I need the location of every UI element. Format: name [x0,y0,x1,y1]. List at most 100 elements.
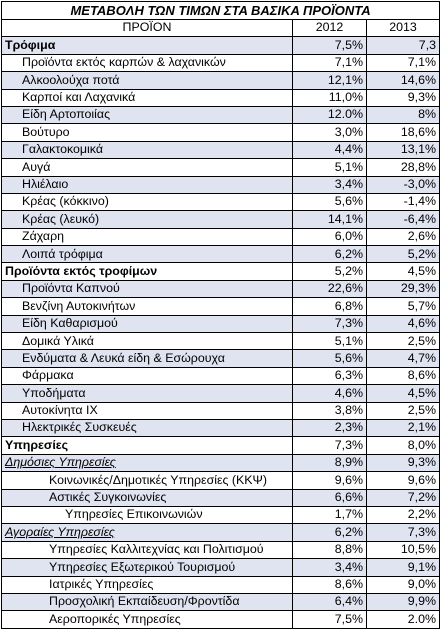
value-2013-cell: 9,0% [365,575,440,594]
value-2013-cell: 2.0% [365,610,440,629]
table-row: Λοιπά τρόφιμα 6,2% 5,2% [1,245,440,264]
table-row: Υπηρεσίες Επικοινωνιών 1,7% 2,2% [1,505,440,525]
value-2013-cell: 2,5% [365,332,440,351]
table-row: Αλκοολούχα ποτά 12,1% 14,6% [1,71,440,90]
product-column-header: ΠΡΟΪΟΝ [1,18,293,38]
table-row: Είδη Καθαρισμού 7,3% 4,6% [1,314,440,334]
product-name-cell: Βούτυρο [1,123,293,142]
product-name-cell: Φάρμακα [1,366,293,386]
subcategory-row: Δημόσιες Υπηρεσίες 8,9% 9,3% [1,453,440,473]
value-2013-cell: 7,3 [365,36,440,55]
value-2013-cell: 4,6% [365,314,440,334]
value-2013-cell: 13,1% [365,140,440,160]
category-row: Προϊόντα εκτός τροφίμων 5,2% 4,5% [1,262,440,281]
value-2013-cell: 8,6% [365,366,440,386]
value-2012-cell: 12,1% [292,71,367,90]
product-name-cell: Δομικά Υλικά [1,332,293,351]
product-name-cell: Προϊόντα εκτός καρπών & λαχανικών [1,53,293,73]
value-2012-cell: 5,1% [292,332,367,351]
value-2013-cell: 10,5% [365,540,440,560]
table-row: Βενζίνη Αυτοκινήτων 6,8% 5,7% [1,297,440,316]
table-row: Ιατρικές Υπηρεσίες 8,6% 9,0% [1,575,440,594]
table-row: Κρέας (κόκκινο) 5,6% -1,4% [1,192,440,212]
product-name-cell: Δημόσιες Υπηρεσίες [1,453,293,473]
value-2013-cell: 18,6% [365,123,440,142]
value-2013-cell: 29,3% [365,279,440,299]
value-2012-cell: 8,6% [292,575,367,594]
value-2013-cell: -6,4% [365,210,440,229]
value-2013-cell: 5,2% [365,245,440,264]
value-2013-cell: 4,7% [365,349,440,368]
value-2012-cell: 4,6% [292,384,367,403]
product-name-cell: Ηλιέλαιο [1,175,293,194]
product-name-cell: Είδη Αρτοποιίας [1,105,293,125]
category-row: Υπηρεσίες 7,3% 8,0% [1,436,440,455]
value-2013-cell: 2,1% [365,418,440,438]
value-2013-cell: 7,2% [365,488,440,507]
title-row: ΜΕΤΑΒΟΛΗ ΤΩΝ ΤΙΜΩΝ ΣΤΑ ΒΑΣΙΚΑ ΠΡΟΪΟΝΤΑ [0,1,440,20]
table-row: Κοινωνικές/Δημοτικές Υπηρεσίες (ΚΚΨ) 9,6%… [1,471,440,490]
product-name-cell: Αγοραίες Υπηρεσίες [1,523,293,542]
value-2012-cell: 7,5% [292,36,367,55]
value-2012-cell: 11,0% [292,88,367,107]
value-2013-cell: 14,6% [365,71,440,90]
table-row: Αεροπορικές Υπηρεσίες 7,5% 2.0% [1,610,440,629]
value-2012-cell: 6,2% [292,523,367,542]
table-row: Ενδύματα & Λευκά είδη & Εσώρουχα 5,6% 4,7% [1,349,440,368]
table-row: Ηλιέλαιο 3,4% -3,0% [1,175,440,194]
value-2012-cell: 4,4% [292,140,367,160]
year-2012-column-header: 2012 [292,18,367,38]
product-name-cell: Ιατρικές Υπηρεσίες [1,575,293,594]
product-name-cell: Αεροπορικές Υπηρεσίες [1,610,293,629]
value-2012-cell: 3,4% [292,558,367,577]
value-2012-cell: 3,0% [292,123,367,142]
product-name-cell: Λοιπά τρόφιμα [1,245,293,264]
table-row: Δομικά Υλικά 5,1% 2,5% [1,332,440,351]
table-row: Αυγά 5,1% 28,8% [1,158,440,177]
value-2012-cell: 8,8% [292,540,367,560]
value-2013-cell: 9,1% [365,558,440,577]
table-row: Προσχολική Εκπαίδευση/Φροντίδα 6,4% 9,9% [1,592,440,612]
table-row: Βούτυρο 3,0% 18,6% [1,123,440,142]
table-row: Αστικές Συγκοινωνίες 6,6% 7,2% [1,488,440,507]
value-2012-cell: 2,3% [292,418,367,438]
value-2012-cell: 7,3% [292,436,367,455]
value-2012-cell: 22,6% [292,279,367,299]
value-2013-cell: 2,5% [365,401,440,420]
product-name-cell: Υποδήματα [1,384,293,403]
table-row: Προϊόντα Καπνού 22,6% 29,3% [1,279,440,299]
table-row: Υπηρεσίες Καλλιτεχνίας και Πολιτισμού 8,8… [1,540,440,560]
table-row: Ηλεκτρικές Συσκευές 2,3% 2,1% [1,418,440,438]
value-2012-cell: 5,6% [292,192,367,212]
value-2012-cell: 3,4% [292,175,367,194]
product-name-cell: Προϊόντα εκτός τροφίμων [1,262,293,281]
value-2012-cell: 6,4% [292,592,367,612]
value-2013-cell: 5,7% [365,297,440,316]
value-2013-cell: 4,5% [365,384,440,403]
year-2013-column-header: 2013 [365,18,440,38]
value-2012-cell: 14,1% [292,210,367,229]
product-name-cell: Τρόφιμα [1,36,293,55]
product-name-cell: Υπηρεσίες Καλλιτεχνίας και Πολιτισμού [1,540,293,560]
table-title: ΜΕΤΑΒΟΛΗ ΤΩΝ ΤΙΜΩΝ ΣΤΑ ΒΑΣΙΚΑ ΠΡΟΪΟΝΤΑ [0,1,440,20]
value-2012-cell: 6,8% [292,297,367,316]
header-row: ΠΡΟΪΟΝ 2012 2013 [1,18,440,38]
value-2013-cell: 8% [365,105,440,125]
value-2013-cell: 4,5% [365,262,440,281]
table-row: Αυτοκίνητα ΙΧ 3,8% 2,5% [1,401,440,420]
product-name-cell: Υπηρεσίες Επικοινωνιών [1,505,293,525]
product-name-cell: Κοινωνικές/Δημοτικές Υπηρεσίες (ΚΚΨ) [1,471,293,490]
category-row: Τρόφιμα 7,5% 7,3 [1,36,440,55]
value-2013-cell: 9,9% [365,592,440,612]
product-name-cell: Αυτοκίνητα ΙΧ [1,401,293,420]
product-name-cell: Κρέας (λευκό) [1,210,293,229]
table-row: Ζάχαρη 6,0% 2,6% [1,227,440,247]
product-name-cell: Αστικές Συγκοινωνίες [1,488,293,507]
value-2012-cell: 5,1% [292,158,367,177]
table-row: Υπηρεσίες Εξωτερικού Τουρισμού 3,4% 9,1% [1,558,440,577]
table-row: Καρποί και Λαχανικά 11,0% 9,3% [1,88,440,107]
value-2013-cell: 2,2% [365,505,440,525]
product-name-cell: Αυγά [1,158,293,177]
table-row: Κρέας (λευκό) 14,1% -6,4% [1,210,440,229]
table-row: Είδη Αρτοποιίας 12.0% 8% [1,105,440,125]
